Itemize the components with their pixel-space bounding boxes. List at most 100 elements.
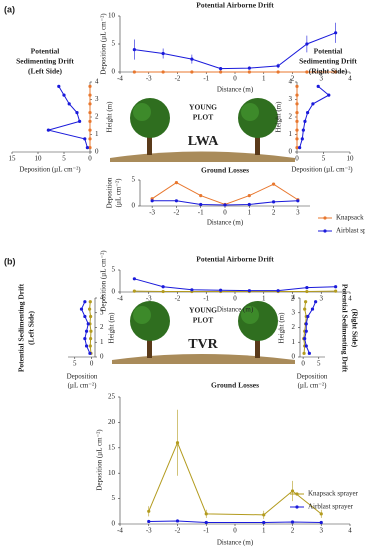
x-tick-label: 0 bbox=[223, 209, 227, 217]
x-tick-label: 1 bbox=[262, 75, 266, 83]
y-tick-label: 5 bbox=[112, 494, 116, 502]
data-point bbox=[147, 509, 151, 513]
data-point bbox=[174, 199, 179, 203]
y-tick-label: 5 bbox=[112, 266, 116, 274]
data-point bbox=[319, 520, 323, 525]
x-tick-label: 2 bbox=[291, 75, 295, 83]
chart-title: (Left Side) bbox=[28, 67, 62, 76]
x-tick-label: 3 bbox=[320, 527, 324, 535]
legend-marker bbox=[295, 505, 299, 509]
data-point bbox=[298, 146, 302, 150]
data-point bbox=[306, 111, 310, 115]
x-tick-label: 4 bbox=[348, 75, 352, 83]
data-point bbox=[46, 128, 51, 132]
data-point bbox=[62, 93, 66, 97]
data-point bbox=[303, 119, 307, 123]
data-point bbox=[334, 31, 338, 35]
data-point bbox=[276, 70, 280, 74]
y-tick-label: 2 bbox=[292, 323, 296, 331]
x-tick-label: 0 bbox=[90, 360, 94, 368]
chart-title: Potential Sedimenting Drift bbox=[340, 284, 349, 373]
data-point bbox=[75, 111, 79, 115]
x-tick-label: 1 bbox=[248, 209, 252, 217]
y-tick-label: 15 bbox=[108, 443, 116, 451]
data-point bbox=[295, 111, 299, 115]
x-tick-label: 0 bbox=[233, 75, 237, 83]
data-point bbox=[276, 289, 280, 293]
data-point bbox=[290, 489, 295, 493]
x-tick-label: 2 bbox=[291, 527, 295, 535]
y-tick-label: 4 bbox=[292, 294, 296, 302]
data-point bbox=[204, 520, 208, 525]
data-point bbox=[88, 119, 92, 123]
scene-site: LWA bbox=[188, 134, 220, 149]
chart-title: Potential Sedimenting Drift bbox=[17, 283, 26, 372]
data-point bbox=[223, 203, 227, 207]
x-tick-label: -3 bbox=[146, 295, 152, 303]
chart-title: Ground Losses bbox=[211, 381, 259, 390]
series-line bbox=[46, 86, 88, 148]
chart-title: (Left Side) bbox=[27, 311, 36, 345]
x-axis-label: Distance (m) bbox=[217, 86, 254, 94]
x-tick-label: -3 bbox=[146, 527, 152, 535]
x-tick-label: -2 bbox=[175, 75, 181, 83]
data-point bbox=[307, 351, 311, 355]
data-point bbox=[334, 285, 338, 289]
x-axis-label: (µL cm⁻²) bbox=[68, 382, 97, 390]
data-point bbox=[276, 64, 280, 68]
data-point bbox=[161, 285, 165, 289]
x-axis-label: (µL cm⁻²) bbox=[298, 382, 327, 390]
data-point bbox=[219, 70, 223, 74]
panel-label: (a) bbox=[4, 4, 15, 14]
data-point bbox=[57, 84, 61, 88]
data-point bbox=[190, 288, 194, 292]
y-tick-label: 0 bbox=[289, 148, 293, 156]
x-tick-label: 0 bbox=[301, 360, 305, 368]
data-point bbox=[305, 286, 309, 290]
y-tick-label: 1 bbox=[100, 338, 104, 346]
data-point bbox=[132, 70, 136, 74]
data-point bbox=[296, 199, 300, 203]
x-tick-label: 0 bbox=[233, 295, 237, 303]
y-axis-label: Height (m) bbox=[278, 312, 286, 344]
data-point bbox=[88, 84, 92, 88]
data-point bbox=[301, 128, 305, 132]
x-tick-label: -1 bbox=[198, 209, 204, 217]
data-point bbox=[262, 513, 266, 517]
chart-title: Ground Losses bbox=[201, 166, 249, 175]
y-tick-label: 2 bbox=[95, 113, 99, 121]
y-tick-label: 10 bbox=[108, 469, 116, 477]
data-point bbox=[295, 93, 299, 97]
data-point bbox=[199, 194, 203, 198]
data-point bbox=[304, 322, 308, 326]
data-point bbox=[190, 70, 194, 74]
data-point bbox=[327, 93, 331, 97]
y-tick-label: 25 bbox=[108, 393, 116, 401]
data-point bbox=[247, 66, 251, 70]
data-point bbox=[262, 520, 266, 525]
data-point bbox=[247, 70, 251, 74]
series-line bbox=[148, 441, 322, 516]
data-point bbox=[303, 336, 307, 341]
x-tick-label: 3 bbox=[320, 75, 324, 83]
y-tick-label: 1 bbox=[292, 338, 296, 346]
y-tick-label: 1 bbox=[95, 130, 99, 138]
x-tick-label: -1 bbox=[203, 75, 209, 83]
legend-label: Knapsack sprayer bbox=[336, 214, 365, 222]
y-axis-label: Height (m) bbox=[275, 101, 283, 133]
data-point bbox=[204, 512, 208, 516]
data-point bbox=[78, 119, 82, 123]
x-axis-label: Distance (m) bbox=[217, 539, 254, 547]
series-line bbox=[134, 32, 336, 70]
x-tick-label: -4 bbox=[117, 527, 123, 535]
data-point bbox=[161, 51, 165, 56]
x-tick-label: 2 bbox=[272, 209, 276, 217]
x-axis-label: Distance (m) bbox=[217, 306, 254, 314]
x-tick-label: 3 bbox=[320, 295, 324, 303]
scene: YOUNG PLOT TVR bbox=[112, 301, 295, 364]
y-tick-label: 0 bbox=[112, 288, 116, 296]
y-tick-label: 2 bbox=[289, 113, 293, 121]
data-point bbox=[295, 102, 299, 106]
data-point bbox=[295, 128, 299, 132]
